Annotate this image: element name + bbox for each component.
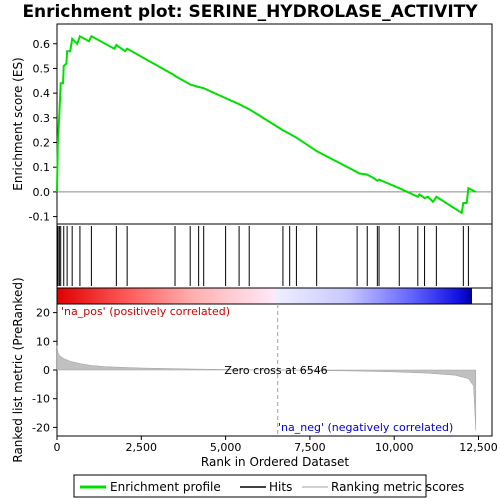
x-tick-label: 2,500 bbox=[126, 441, 158, 454]
chart-title: Enrichment plot: SERINE_HYDROLASE_ACTIVI… bbox=[22, 2, 478, 22]
rank-color-bar bbox=[57, 288, 472, 304]
x-tick-label: 7,500 bbox=[294, 441, 326, 454]
es-axis-label: Enrichment score (ES) bbox=[11, 57, 25, 190]
legend-hits-label: Hits bbox=[269, 480, 292, 494]
metric-y-tick-label: -10 bbox=[32, 393, 50, 406]
es-y-tick-label: 0.0 bbox=[33, 186, 51, 199]
es-y-tick-label: 0.1 bbox=[33, 161, 51, 174]
neg-correlated-label: 'na_neg' (negatively correlated) bbox=[278, 421, 453, 434]
x-tick-label: 12,500 bbox=[459, 441, 498, 454]
legend-metric-label: Ranking metric scores bbox=[331, 480, 464, 494]
es-y-tick-label: 0.2 bbox=[33, 137, 51, 150]
es-y-tick-label: 0.5 bbox=[33, 62, 51, 75]
es-y-tick-label: 0.4 bbox=[33, 87, 51, 100]
metric-y-tick-label: 20 bbox=[36, 307, 50, 320]
hit-markers bbox=[57, 226, 469, 286]
es-y-tick-label: -0.1 bbox=[29, 211, 50, 224]
enrichment-profile-line bbox=[56, 34, 477, 215]
metric-axis-label: Ranked list metric (PreRanked) bbox=[11, 277, 25, 462]
zero-cross-label: Zero cross at 6546 bbox=[224, 364, 327, 377]
es-y-tick-label: 0.3 bbox=[33, 112, 51, 125]
legend-enrichment-label: Enrichment profile bbox=[110, 480, 221, 494]
x-tick-label: 0 bbox=[54, 441, 61, 454]
x-axis-label: Rank in Ordered Dataset bbox=[201, 455, 349, 469]
hits-panel-frame bbox=[56, 223, 493, 289]
x-tick-label: 10,000 bbox=[375, 441, 414, 454]
es-y-tick-label: 0.6 bbox=[33, 38, 51, 51]
metric-y-tick-label: 10 bbox=[36, 335, 50, 348]
metric-y-axis: 20 10 0 -10 -20 bbox=[32, 307, 57, 434]
x-tick-label: 5,000 bbox=[210, 441, 242, 454]
es-y-axis: 0.6 0.5 0.4 0.3 0.2 0.1 0.0 -0.1 bbox=[29, 38, 57, 224]
pos-correlated-label: 'na_pos' (positively correlated) bbox=[61, 305, 230, 318]
ranking-metric-area bbox=[56, 345, 477, 431]
metric-y-tick-label: 0 bbox=[43, 364, 50, 377]
metric-y-tick-label: -20 bbox=[32, 421, 50, 434]
legend-box bbox=[73, 474, 427, 498]
x-axis: 0 2,500 5,000 7,500 10,000 12,500 bbox=[54, 436, 498, 454]
